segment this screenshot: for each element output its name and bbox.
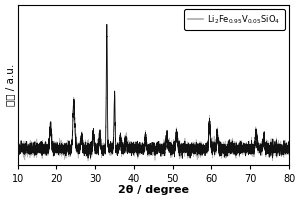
Y-axis label: 強度 / a.u.: 強度 / a.u. (5, 64, 15, 106)
Legend: Li$_2$Fe$_{0.95}$V$_{0.05}$SiO$_4$: Li$_2$Fe$_{0.95}$V$_{0.05}$SiO$_4$ (184, 9, 285, 30)
X-axis label: 2θ / degree: 2θ / degree (118, 185, 189, 195)
